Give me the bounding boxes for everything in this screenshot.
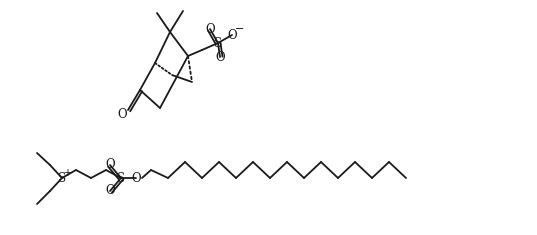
Text: S: S — [117, 172, 125, 184]
Text: O: O — [227, 28, 237, 42]
Text: O: O — [117, 107, 127, 121]
Text: O: O — [205, 23, 215, 35]
Text: S: S — [58, 172, 66, 184]
Text: S: S — [214, 36, 222, 50]
Text: O: O — [105, 184, 115, 197]
Text: O: O — [215, 51, 225, 63]
Text: O: O — [131, 172, 141, 184]
Text: O: O — [105, 158, 115, 172]
Text: −: − — [235, 24, 245, 34]
Text: +: + — [63, 168, 71, 178]
